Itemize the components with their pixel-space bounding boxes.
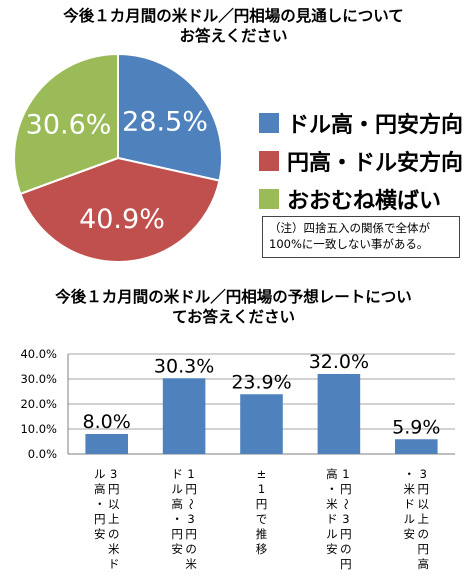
svg-text:で: で (256, 512, 268, 526)
bar-value-label: 5.9% (392, 416, 440, 438)
svg-text:の: の (185, 542, 197, 556)
bar-value-label: 30.3% (154, 355, 214, 377)
bar (317, 374, 361, 454)
svg-text:以: 以 (418, 497, 430, 511)
bar (85, 434, 128, 454)
svg-text:米: 米 (326, 497, 338, 511)
rounding-note: （注）四捨五入の関係で全体が 100%に一致しない事がある。 (262, 216, 460, 258)
legend-label: おおむね横ばい (287, 189, 442, 214)
svg-text:の: の (108, 527, 120, 541)
svg-text:の: の (340, 542, 352, 556)
svg-text:ド: ド (171, 467, 183, 481)
svg-text:安: 安 (404, 527, 416, 541)
svg-text:3: 3 (187, 512, 194, 526)
y-tick-label: 30.0% (20, 372, 57, 386)
legend-label: ドル高・円安方向 (287, 113, 464, 138)
svg-text:1: 1 (342, 467, 349, 481)
svg-text:・: ・ (171, 512, 183, 526)
bar-chart: 0.0%10.0%20.0%30.0%40.0%8.0%3円以上の米ドル高・円安… (20, 347, 455, 571)
svg-text:円: 円 (418, 482, 430, 496)
svg-text:1: 1 (187, 467, 194, 481)
legend-swatch (259, 113, 279, 133)
svg-text:の: の (418, 527, 430, 541)
svg-text:・: ・ (326, 482, 338, 496)
bar-value-label: 23.9% (231, 371, 291, 393)
legend-swatch (259, 151, 279, 171)
svg-text:±: ± (257, 467, 267, 481)
pie-legend: ドル高・円安方向 円高・ドル安方向 おおむね横ばい (259, 104, 463, 218)
svg-text:ド: ド (404, 497, 416, 511)
legend-item-flat: おおむね横ばい (259, 180, 463, 218)
bar (395, 439, 438, 454)
svg-text:米: 米 (108, 542, 120, 556)
y-tick-label: 20.0% (20, 397, 57, 411)
svg-text:円: 円 (256, 497, 268, 511)
pie-chart: 28.5% 40.9% 30.6% (13, 52, 223, 263)
svg-text:ド: ド (326, 512, 338, 526)
svg-text:ル: ル (326, 527, 338, 541)
legend-item-yen-strong: 円高・ドル安方向 (259, 142, 463, 180)
svg-text:円: 円 (171, 527, 183, 541)
svg-text:高: 高 (326, 467, 338, 481)
svg-text:米: 米 (404, 482, 416, 496)
pie-slice-label: 28.5% (122, 106, 208, 137)
pie-slice-label: 40.9% (79, 204, 165, 235)
svg-text:ル: ル (94, 467, 106, 481)
y-tick-label: 40.0% (20, 347, 57, 361)
svg-text:円: 円 (185, 482, 197, 496)
svg-text:円: 円 (185, 527, 197, 541)
svg-text:3: 3 (342, 512, 349, 526)
svg-text:～: ～ (184, 498, 198, 510)
svg-text:移: 移 (256, 542, 268, 556)
svg-text:円: 円 (340, 482, 352, 496)
y-tick-label: 0.0% (28, 447, 57, 461)
legend-item-yen-weak: ドル高・円安方向 (259, 104, 463, 142)
legend-swatch (259, 189, 279, 209)
svg-text:1: 1 (258, 482, 265, 496)
svg-text:・: ・ (94, 497, 106, 511)
svg-text:円: 円 (108, 482, 120, 496)
svg-text:上: 上 (108, 512, 120, 526)
bar (162, 378, 206, 454)
svg-text:安: 安 (171, 542, 183, 556)
svg-text:安: 安 (94, 527, 106, 541)
svg-text:高: 高 (418, 557, 430, 571)
svg-text:推: 推 (256, 527, 268, 541)
svg-text:ド: ド (108, 557, 120, 571)
bar-chart-title: 今後１カ月間の米ドル／円相場の予想レートについ てお答えください (55, 288, 412, 326)
pie-slice-label: 30.6% (26, 109, 112, 140)
svg-text:～: ～ (339, 498, 353, 510)
svg-text:3: 3 (110, 467, 117, 481)
svg-text:上: 上 (418, 512, 430, 526)
svg-text:円: 円 (418, 542, 430, 556)
svg-text:3: 3 (420, 467, 427, 481)
bar-value-label: 8.0% (83, 411, 131, 433)
svg-text:・: ・ (404, 467, 416, 481)
svg-text:ル: ル (171, 482, 183, 496)
svg-text:高: 高 (171, 497, 183, 511)
pie-chart-title: 今後１カ月間の米ドル／円相場の見通しについて お答えください (63, 7, 404, 45)
svg-text:ル: ル (404, 512, 416, 526)
svg-text:円: 円 (340, 527, 352, 541)
svg-text:以: 以 (108, 497, 120, 511)
bar-value-label: 32.0% (309, 351, 369, 373)
svg-text:高: 高 (94, 482, 106, 496)
svg-text:円: 円 (94, 512, 106, 526)
pie-slice (117, 52, 223, 182)
legend-label: 円高・ドル安方向 (287, 151, 464, 176)
svg-text:安: 安 (326, 542, 338, 556)
svg-text:米: 米 (185, 557, 197, 571)
svg-text:円: 円 (340, 557, 352, 571)
pie-slice (19, 156, 221, 263)
bar (240, 394, 283, 454)
pie-slice (13, 52, 119, 196)
y-tick-label: 10.0% (20, 422, 57, 436)
